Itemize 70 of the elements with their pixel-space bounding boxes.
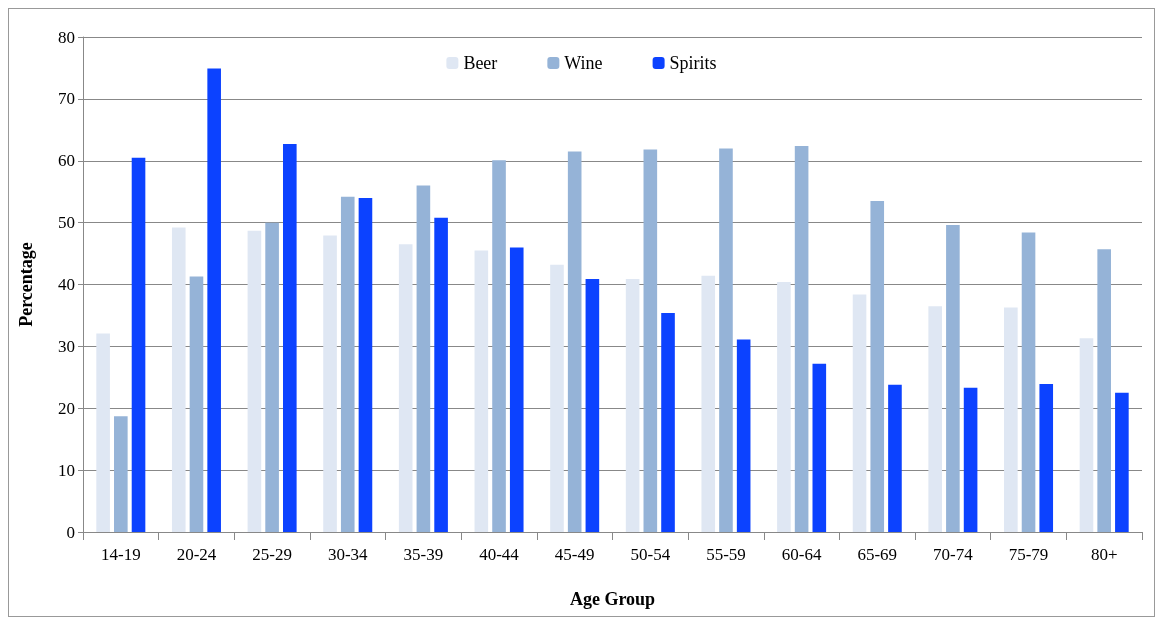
bar: [928, 306, 942, 532]
bar: [96, 333, 110, 532]
y-tick-label: 70: [58, 89, 75, 109]
bar: [888, 384, 902, 532]
bar: [1097, 249, 1111, 532]
bar: [283, 144, 297, 532]
bar: [661, 312, 675, 532]
y-axis-title: Percentage: [16, 242, 36, 327]
x-tick-label: 60-64: [781, 545, 822, 564]
bar: [870, 200, 885, 532]
x-tick-label: 45-49: [554, 545, 595, 564]
x-axis-title: Age Group: [569, 589, 656, 609]
bar: [1115, 392, 1129, 532]
bar: [189, 276, 204, 532]
bar: [643, 149, 658, 532]
bar: [171, 227, 186, 532]
y-tick-label: 50: [58, 213, 75, 233]
x-tick-label: 65-69: [857, 545, 898, 564]
bar: [207, 68, 221, 532]
x-tick-label: 14-19: [100, 545, 141, 564]
bar: [1079, 338, 1094, 532]
bar: [567, 151, 582, 532]
bar: [416, 185, 431, 532]
bar: [777, 282, 791, 532]
y-tick-label: 0: [66, 522, 75, 542]
bar: [1039, 384, 1054, 532]
x-tick-label: 35-39: [403, 545, 444, 564]
legend-label: Beer: [463, 53, 498, 73]
legend-label: Spirits: [669, 53, 717, 73]
bar: [852, 294, 867, 532]
x-tick-label: 70-74: [933, 545, 974, 564]
bar: [963, 387, 978, 532]
bar: [719, 148, 733, 532]
x-tick-label: 55-59: [706, 545, 746, 564]
y-tick-label: 80: [58, 27, 75, 47]
bar: [340, 196, 355, 532]
bar: [736, 339, 751, 532]
bar: [247, 230, 262, 532]
y-tick-label: 30: [58, 336, 75, 356]
bar: [946, 225, 960, 532]
bar: [358, 197, 373, 532]
bar: [585, 278, 600, 532]
x-tick-label: 30-34: [327, 545, 369, 564]
bar: [550, 264, 564, 532]
x-tick-label: 20-24: [176, 545, 217, 564]
bar: [323, 235, 337, 532]
bar: [492, 160, 506, 532]
bar: [434, 217, 448, 532]
bar: [114, 416, 128, 532]
bar: [1021, 232, 1036, 532]
y-tick-label: 60: [58, 151, 75, 171]
bar: [701, 275, 716, 532]
y-tick-label: 10: [58, 460, 75, 480]
legend-label: Wine: [564, 53, 603, 73]
y-tick-label: 20: [58, 398, 75, 418]
bar: [794, 145, 809, 532]
bar: [474, 250, 489, 532]
bar: [398, 244, 413, 532]
x-tick-label: 40-44: [479, 545, 520, 564]
y-tick-label: 40: [58, 275, 75, 294]
bar: [265, 222, 279, 532]
x-tick-label: 75-79: [1008, 545, 1049, 564]
x-tick-label: 25-29: [252, 545, 292, 564]
bar: [131, 157, 146, 532]
x-tick-label: 50-54: [630, 545, 671, 564]
bar: [509, 247, 524, 532]
x-tick-label: 80+: [1090, 545, 1118, 564]
bar: [1004, 307, 1018, 532]
bar: [812, 363, 827, 532]
bar: [625, 278, 640, 532]
